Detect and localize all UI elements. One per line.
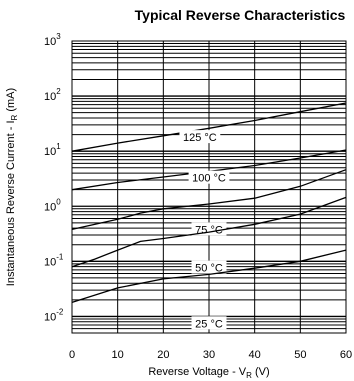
y-tick-labels: 103 102 101 100 10-1 10-2 bbox=[44, 32, 64, 323]
y-tick-label: 102 bbox=[44, 87, 61, 103]
y-tick-label: 10-1 bbox=[44, 252, 64, 268]
x-tick-label: 20 bbox=[157, 349, 169, 361]
x-axis-label: Reverse Voltage - VR (V) bbox=[148, 366, 269, 380]
x-tick-label: 40 bbox=[249, 349, 261, 361]
x-tick-label: 60 bbox=[340, 349, 352, 361]
series-label: 50 °C bbox=[195, 263, 223, 275]
series-label-bg bbox=[191, 316, 227, 330]
x-tick-label: 0 bbox=[69, 349, 75, 361]
series-label: 125 °C bbox=[183, 132, 217, 144]
series-label: 100 °C bbox=[192, 173, 226, 185]
series-label: 25 °C bbox=[195, 318, 223, 330]
series-label-bg bbox=[188, 170, 230, 184]
series-line-4 bbox=[71, 249, 347, 304]
plot-frame bbox=[71, 40, 347, 334]
series-line-3 bbox=[71, 196, 347, 268]
series-label-bg bbox=[191, 260, 227, 274]
y-tick-label: 10-2 bbox=[44, 307, 64, 323]
y-tick-label: 101 bbox=[44, 142, 61, 158]
series-label-bg bbox=[191, 222, 227, 236]
x-tick-labels: 0 10 20 30 40 50 60 bbox=[69, 349, 352, 361]
x-tick-label: 10 bbox=[112, 349, 124, 361]
series-label-bg bbox=[179, 130, 221, 144]
x-tick-label: 30 bbox=[203, 349, 215, 361]
y-tick-label: 100 bbox=[44, 197, 61, 213]
chart-title: Typical Reverse Characteristics bbox=[135, 7, 346, 23]
series-line-2 bbox=[71, 169, 347, 231]
series-line-0 bbox=[71, 102, 347, 152]
x-tick-label: 50 bbox=[294, 349, 306, 361]
y-tick-label: 103 bbox=[44, 32, 61, 48]
y-axis-label: Instantaneous Reverse Current - IR (mA) bbox=[5, 88, 19, 286]
